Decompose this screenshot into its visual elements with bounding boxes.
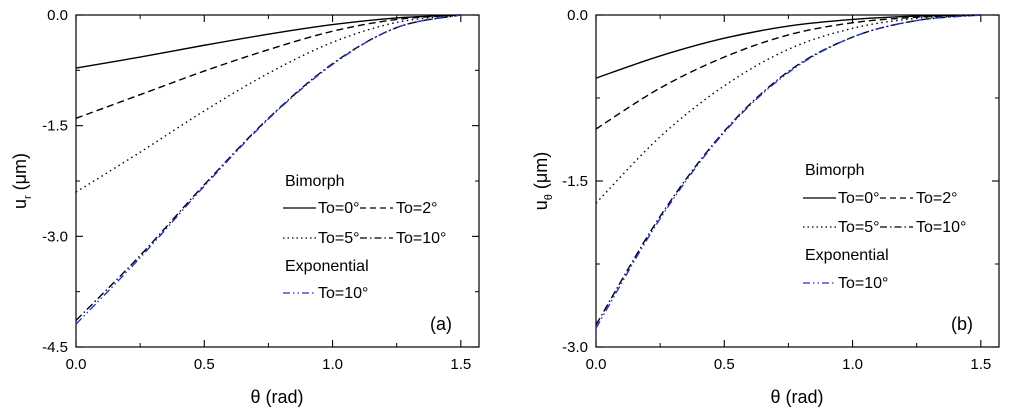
series-line-a-4 xyxy=(75,14,461,325)
panel-a-frame xyxy=(75,14,480,348)
panel-a-ticks: 0.0 0.5 1.0 1.5 0.0 -1.5 -3.0 -4.5 xyxy=(42,7,479,373)
legend-b-title-bimorph: Bimorph xyxy=(805,162,865,179)
legend-a-entry-0: To=0° xyxy=(318,200,360,217)
y-tick-label-b-0: 0.0 xyxy=(567,7,588,24)
legend-a-entry-4: To=10° xyxy=(318,285,368,302)
series-line-a-3 xyxy=(75,14,461,321)
y-tick-label-a-0: 0.0 xyxy=(47,7,68,24)
panel-b-ticks: 0.0 0.5 1.0 1.5 0.0 -1.5 -3.0 xyxy=(562,7,999,373)
x-tick-label-b-3: 1.5 xyxy=(970,356,991,373)
legend-b-title-exponential: Exponential xyxy=(805,247,889,264)
legend-a-title-bimorph: Bimorph xyxy=(285,173,345,190)
panel-b-series xyxy=(595,14,981,329)
series-line-b-4 xyxy=(595,14,981,329)
panel-b-ylabel-sub: θ xyxy=(543,194,555,200)
legend-a-entry-3: To=10° xyxy=(396,230,446,247)
legend-a-title-exponential: Exponential xyxy=(285,258,369,275)
panel-b-legend: Bimorph To=0° To=2° To=5° To=10° Exponen… xyxy=(803,162,966,292)
panel-b-xlabel: θ (rad) xyxy=(770,387,823,407)
panel-b-ylabel-unit: (μm) xyxy=(531,152,551,194)
y-tick-label-b-1: -1.5 xyxy=(562,173,588,190)
legend-b-entry-0: To=0° xyxy=(838,190,880,207)
legend-a-entry-2: To=5° xyxy=(318,230,360,247)
panel-a-ylabel: ur (μm) xyxy=(10,153,34,209)
panel-a-label: (a) xyxy=(430,314,452,334)
panel-a-series xyxy=(75,14,461,325)
legend-b-entry-1: To=2° xyxy=(916,190,958,207)
panel-a-ylabel-main: u xyxy=(10,199,30,209)
legend-a-entry-1: To=2° xyxy=(396,200,438,217)
series-line-b-1 xyxy=(595,14,981,130)
x-tick-label-a-1: 0.5 xyxy=(194,356,215,373)
series-line-a-2 xyxy=(75,14,461,193)
x-tick-label-a-2: 1.0 xyxy=(322,356,343,373)
legend-b-entry-2: To=5° xyxy=(838,219,880,236)
y-tick-label-a-3: -4.5 xyxy=(42,339,68,356)
x-tick-label-a-3: 1.5 xyxy=(450,356,471,373)
series-line-b-2 xyxy=(595,14,981,204)
series-line-a-0 xyxy=(75,14,461,69)
legend-b-entry-3: To=10° xyxy=(916,219,966,236)
panel-b-label: (b) xyxy=(951,314,973,334)
panel-b-ylabel: uθ (μm) xyxy=(531,152,555,211)
y-tick-label-a-1: -1.5 xyxy=(42,118,68,135)
panel-a-ylabel-unit: (μm) xyxy=(10,153,30,195)
series-line-b-0 xyxy=(595,14,981,79)
panel-b: 0.0 0.5 1.0 1.5 0.0 -1.5 -3.0 (b) θ (rad) uθ (… xyxy=(531,7,1000,407)
x-tick-label-b-1: 0.5 xyxy=(714,356,735,373)
x-tick-label-b-0: 0.0 xyxy=(586,356,607,373)
series-line-b-3 xyxy=(595,14,981,326)
panel-a-legend: Bimorph To=0° To=2° To=5° To=10° Exponen… xyxy=(283,173,446,302)
panel-a: 0.0 0.5 1.0 1.50.0-1.5-3.0-4.5 (a) θ (rad) … xyxy=(10,7,480,407)
panel-a-ylabel-sub: r xyxy=(22,195,34,199)
legend-b-entry-4: To=10° xyxy=(838,275,888,292)
x-tick-label-b-2: 1.0 xyxy=(842,356,863,373)
x-tick-label-a-0: 0.0 xyxy=(66,356,87,373)
panel-a-xlabel: θ (rad) xyxy=(250,387,303,407)
y-tick-label-a-2: -3.0 xyxy=(42,228,68,245)
panel-b-ylabel-main: u xyxy=(531,200,551,210)
y-tick-label-b-2: -3.0 xyxy=(562,339,588,356)
series-line-a-1 xyxy=(75,14,461,119)
